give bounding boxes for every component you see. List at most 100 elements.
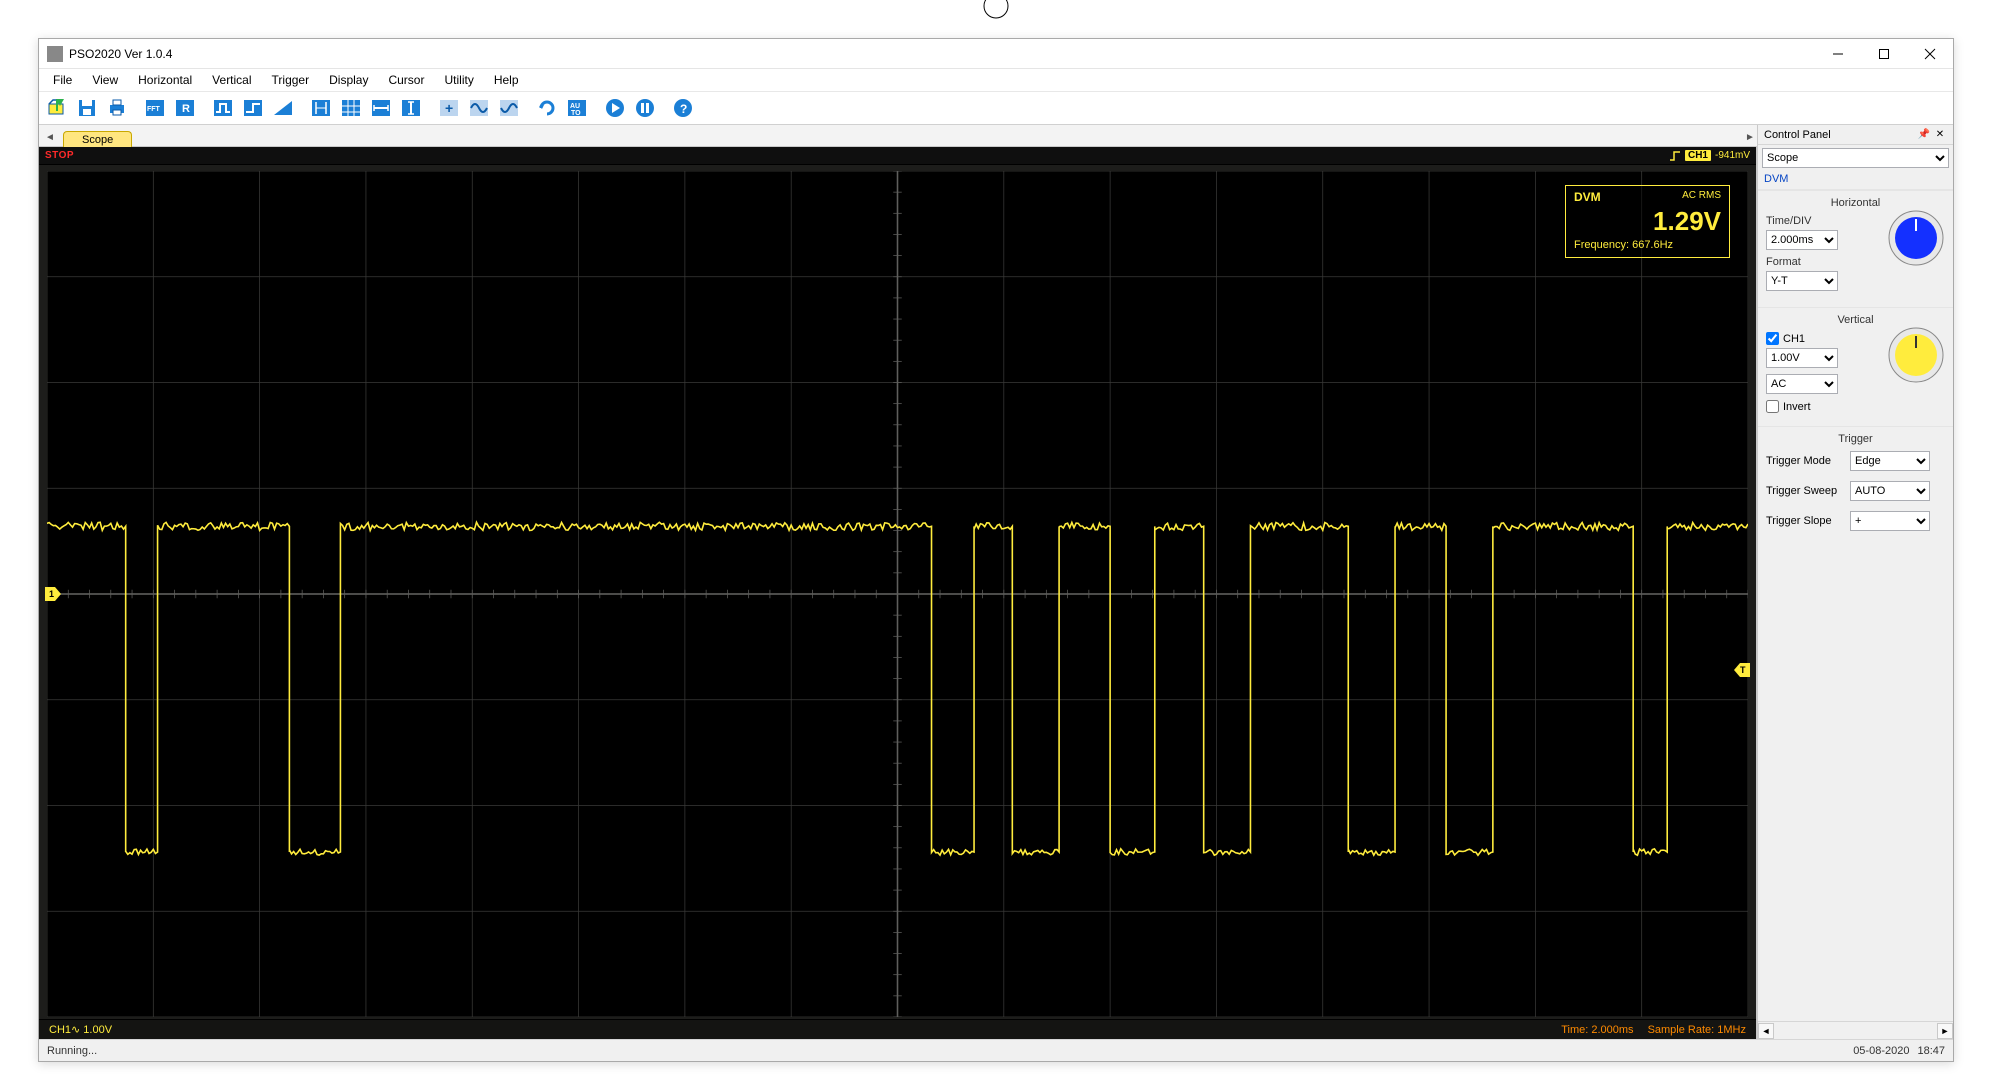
vertical-title: Vertical <box>1766 314 1945 326</box>
refresh-icon[interactable] <box>533 94 561 122</box>
external-pointer-circle <box>976 0 1016 22</box>
scope-run-state: STOP <box>45 150 74 161</box>
titlebar: PSO2020 Ver 1.0.4 <box>39 39 1953 69</box>
scope-panel: STOP CH1 -941mV <box>39 147 1757 1039</box>
sample-rate-label: Sample Rate: 1MHz <box>1648 1024 1746 1036</box>
help-icon[interactable]: ? <box>669 94 697 122</box>
svg-text:R: R <box>182 103 190 115</box>
dvm-value: 1.29V <box>1574 206 1721 237</box>
tab-scope[interactable]: Scope <box>63 131 132 147</box>
print-icon[interactable] <box>103 94 131 122</box>
run-icon[interactable]: R <box>171 94 199 122</box>
play-icon[interactable] <box>601 94 629 122</box>
wave-b-icon[interactable] <box>495 94 523 122</box>
trigger-title: Trigger <box>1766 433 1945 445</box>
control-panel-mode-select[interactable]: Scope <box>1762 148 1949 168</box>
dvm-readout: DVM AC RMS 1.29V Frequency: 667.6Hz <box>1565 185 1730 258</box>
status-time: 18:47 <box>1917 1045 1945 1057</box>
scope-top-bar: STOP CH1 -941mV <box>39 147 1756 165</box>
svg-text:AU: AU <box>570 103 580 110</box>
ch1-scale-label: CH1∿ 1.00V <box>49 1023 112 1036</box>
pulse-icon[interactable] <box>209 94 237 122</box>
control-panel-pin-icon[interactable]: 📌 <box>1917 128 1931 142</box>
tab-next-button[interactable]: ► <box>1743 128 1757 146</box>
menu-file[interactable]: File <box>43 71 82 89</box>
horizontal-knob[interactable] <box>1887 209 1945 272</box>
ramp-icon[interactable] <box>269 94 297 122</box>
menu-utility[interactable]: Utility <box>434 71 483 89</box>
edge-icon[interactable] <box>239 94 267 122</box>
trigger-level-marker[interactable]: T <box>1734 663 1750 677</box>
scope-status-bar: CH1∿ 1.00V Time: 2.000ms Sample Rate: 1M… <box>39 1019 1756 1039</box>
cursor-icon[interactable] <box>307 94 335 122</box>
trigger-mode-select[interactable]: Edge <box>1850 451 1930 471</box>
format-select[interactable]: Y-T <box>1766 271 1838 291</box>
horizontal-title: Horizontal <box>1766 197 1945 209</box>
tab-prev-button[interactable]: ◄ <box>43 128 57 146</box>
menu-vertical[interactable]: Vertical <box>202 71 261 89</box>
trigger-slope-select[interactable]: + <box>1850 511 1930 531</box>
dvm-title: DVM <box>1574 190 1601 204</box>
dvm-mode: AC RMS <box>1682 190 1721 204</box>
measure-v-icon[interactable] <box>397 94 425 122</box>
svg-text:1: 1 <box>49 589 54 599</box>
window-title: PSO2020 Ver 1.0.4 <box>69 47 172 61</box>
control-trigger-section: Trigger Trigger Mode Edge Trigger Sweep … <box>1758 426 1953 541</box>
timediv-label: Time/DIV <box>1766 215 1838 227</box>
control-panel-dvm-link[interactable]: DVM <box>1758 171 1953 190</box>
save-icon[interactable] <box>73 94 101 122</box>
menu-view[interactable]: View <box>82 71 128 89</box>
status-date: 05-08-2020 <box>1853 1045 1909 1057</box>
dvm-frequency: Frequency: 667.6Hz <box>1574 239 1721 251</box>
fft-icon[interactable]: FFT <box>141 94 169 122</box>
minimize-button[interactable] <box>1815 39 1861 69</box>
coupling-select[interactable]: AC <box>1766 374 1838 394</box>
close-button[interactable] <box>1907 39 1953 69</box>
pause-icon[interactable] <box>631 94 659 122</box>
open-file-icon[interactable] <box>43 94 71 122</box>
auto-icon[interactable]: AUTO <box>563 94 591 122</box>
control-panel-title: Control Panel <box>1764 129 1831 141</box>
svg-text:+: + <box>445 100 453 116</box>
scroll-left-icon[interactable]: ◄ <box>1758 1023 1774 1039</box>
timebase-label: Time: 2.000ms <box>1561 1024 1633 1036</box>
control-panel-close-icon[interactable]: ✕ <box>1933 128 1947 142</box>
menu-help[interactable]: Help <box>484 71 529 89</box>
svg-text:T: T <box>1740 665 1746 675</box>
status-text: Running... <box>47 1045 97 1057</box>
menu-horizontal[interactable]: Horizontal <box>128 71 202 89</box>
menu-display[interactable]: Display <box>319 71 378 89</box>
control-panel-titlebar: Control Panel 📌 ✕ <box>1758 125 1953 145</box>
app-icon <box>47 46 63 62</box>
grid-icon[interactable] <box>337 94 365 122</box>
voltdiv-select[interactable]: 1.00V <box>1766 348 1838 368</box>
trigger-slope-label: Trigger Slope <box>1766 515 1850 527</box>
invert-checkbox[interactable]: Invert <box>1766 400 1945 413</box>
trigger-sweep-label: Trigger Sweep <box>1766 485 1850 497</box>
toolbar: FFT R + AUTO? <box>39 91 1953 125</box>
wave-a-icon[interactable] <box>465 94 493 122</box>
trigger-channel-badge: CH1 <box>1685 150 1711 161</box>
svg-text:?: ? <box>680 102 687 116</box>
app-window: PSO2020 Ver 1.0.4 FileViewHorizontalVert… <box>38 38 1954 1062</box>
svg-text:FFT: FFT <box>147 106 161 113</box>
trigger-sweep-select[interactable]: AUTO <box>1850 481 1930 501</box>
vertical-knob[interactable] <box>1887 326 1945 389</box>
maximize-button[interactable] <box>1861 39 1907 69</box>
control-horizontal-section: Horizontal Time/DIV 2.000ms Format Y- <box>1758 190 1953 307</box>
format-label: Format <box>1766 256 1838 268</box>
ch1-zero-marker[interactable]: 1 <box>45 587 61 601</box>
scroll-right-icon[interactable]: ► <box>1937 1023 1953 1039</box>
ch1-enable-checkbox[interactable]: CH1 <box>1766 332 1887 345</box>
menu-trigger[interactable]: Trigger <box>262 71 320 89</box>
timediv-select[interactable]: 2.000ms <box>1766 230 1838 250</box>
control-panel: Control Panel 📌 ✕ Scope DVM Horizontal <box>1757 125 1953 1039</box>
trigger-mode-label: Trigger Mode <box>1766 455 1850 467</box>
control-panel-hscrollbar[interactable]: ◄ ► <box>1758 1021 1953 1039</box>
scope-plot[interactable]: DVM AC RMS 1.29V Frequency: 667.6Hz 1 T <box>47 171 1748 1017</box>
math-add-icon[interactable]: + <box>435 94 463 122</box>
menu-cursor[interactable]: Cursor <box>378 71 434 89</box>
trigger-level-value: -941mV <box>1715 150 1750 161</box>
window-statusbar: Running... 05-08-2020 18:47 <box>39 1039 1953 1061</box>
measure-h-icon[interactable] <box>367 94 395 122</box>
